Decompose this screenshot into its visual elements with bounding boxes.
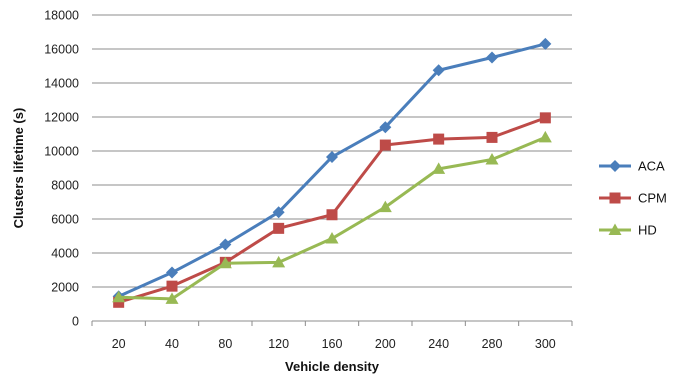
data-point-hd (432, 162, 446, 174)
y-tick-label: 0 (72, 315, 79, 329)
data-point-aca (432, 64, 445, 77)
x-tick-label: 280 (482, 337, 503, 351)
legend-marker-cpm (609, 192, 621, 204)
legend-item-aca: ACA (599, 159, 665, 174)
data-point-hd (112, 290, 126, 303)
x-tick-label: 300 (535, 337, 556, 351)
y-tick-label: 10000 (44, 145, 79, 159)
data-point-hd (218, 256, 232, 269)
data-point-hd (378, 200, 392, 213)
y-tick-label: 8000 (51, 179, 79, 193)
data-point-hd (485, 153, 499, 165)
data-point-cpm (273, 222, 285, 234)
legend-item-cpm: CPM (599, 191, 667, 206)
legend: ACA CPM HD (599, 159, 667, 238)
data-point-aca (219, 238, 232, 251)
data-point-hd (272, 255, 286, 268)
data-point-aca (326, 150, 338, 163)
data-point-cpm (166, 280, 178, 292)
series-layer (112, 37, 552, 308)
legend-marker-aca (609, 160, 621, 172)
x-axis-ticks: 20 40 80 120 160 200 240 280 300 (91, 321, 573, 351)
x-tick-label: 40 (165, 337, 179, 351)
legend-item-hd: HD (599, 223, 657, 238)
x-tick-label: 80 (218, 337, 232, 351)
data-point-hd (538, 130, 552, 143)
legend-label-aca: ACA (638, 159, 665, 174)
data-point-aca (379, 121, 392, 134)
series-hd (112, 130, 552, 304)
data-point-cpm (326, 209, 338, 221)
y-axis-title: Clusters lifetime (s) (11, 108, 26, 229)
data-point-aca (272, 206, 285, 219)
x-axis-title: Vehicle density (285, 359, 380, 374)
data-point-cpm (539, 112, 551, 124)
y-axis-ticks: 0 2000 4000 6000 8000 10000 12000 14000 16000 180… (44, 9, 79, 329)
data-point-aca (166, 266, 178, 279)
legend-label-cpm: CPM (638, 191, 667, 206)
data-point-cpm (113, 296, 125, 308)
x-tick-label: 160 (322, 337, 343, 351)
y-tick-label: 14000 (44, 77, 79, 91)
series-cpm (113, 112, 551, 308)
legend-label-hd: HD (638, 223, 657, 238)
legend-marker-hd (608, 223, 622, 235)
y-tick-label: 12000 (44, 111, 79, 125)
x-tick-label: 240 (428, 337, 449, 351)
x-tick-label: 200 (375, 337, 396, 351)
data-point-aca (486, 51, 498, 64)
y-tick-label: 18000 (44, 9, 79, 23)
data-point-hd (165, 292, 179, 304)
series-line-aca (118, 42, 546, 298)
data-point-cpm (433, 133, 445, 145)
y-tick-label: 16000 (44, 43, 79, 57)
data-point-aca (539, 37, 552, 50)
y-tick-label: 6000 (51, 213, 79, 227)
y-tick-label: 2000 (51, 281, 79, 295)
y-tick-label: 4000 (51, 247, 79, 261)
x-tick-label: 20 (112, 337, 126, 351)
data-point-cpm (379, 139, 391, 151)
data-point-hd (325, 232, 339, 244)
x-tick-label: 120 (268, 337, 289, 351)
data-point-cpm (486, 131, 498, 143)
series-aca (112, 37, 552, 303)
